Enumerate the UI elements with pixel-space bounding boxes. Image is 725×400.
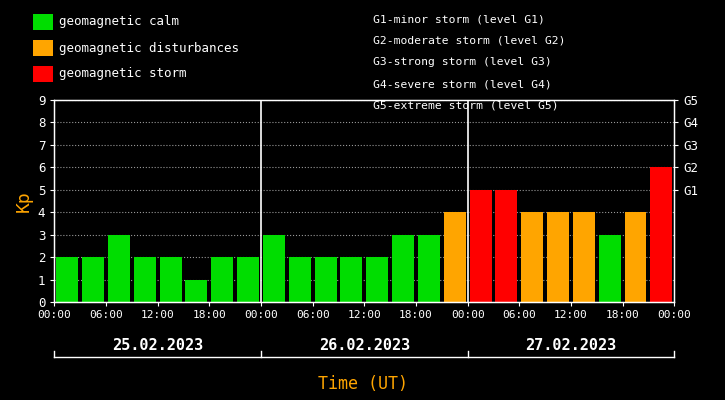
Bar [237, 257, 259, 302]
Bar [366, 257, 388, 302]
Bar [289, 257, 311, 302]
Bar [573, 212, 594, 302]
Bar [82, 257, 104, 302]
Text: G3-strong storm (level G3): G3-strong storm (level G3) [373, 58, 552, 68]
Text: Time (UT): Time (UT) [318, 375, 407, 393]
Bar [57, 257, 78, 302]
Bar [521, 212, 543, 302]
Y-axis label: Kp: Kp [14, 190, 33, 212]
Bar [418, 235, 440, 302]
Bar [392, 235, 414, 302]
Bar [547, 212, 569, 302]
Text: G1-minor storm (level G1): G1-minor storm (level G1) [373, 14, 545, 24]
Text: geomagnetic storm: geomagnetic storm [59, 68, 187, 80]
Text: 27.02.2023: 27.02.2023 [526, 338, 616, 354]
Bar [211, 257, 233, 302]
Text: 26.02.2023: 26.02.2023 [319, 338, 410, 354]
Bar [160, 257, 181, 302]
Bar [186, 280, 207, 302]
Bar [470, 190, 492, 302]
Bar [108, 235, 130, 302]
Text: G5-extreme storm (level G5): G5-extreme storm (level G5) [373, 101, 559, 111]
Bar [599, 235, 621, 302]
Bar [341, 257, 362, 302]
Text: G4-severe storm (level G4): G4-severe storm (level G4) [373, 79, 552, 89]
Text: 25.02.2023: 25.02.2023 [112, 338, 203, 354]
Text: geomagnetic disturbances: geomagnetic disturbances [59, 42, 239, 54]
Bar [315, 257, 336, 302]
Bar [624, 212, 647, 302]
Bar [444, 212, 465, 302]
Bar [495, 190, 518, 302]
Bar [263, 235, 285, 302]
Text: G2-moderate storm (level G2): G2-moderate storm (level G2) [373, 36, 566, 46]
Bar [650, 167, 672, 302]
Text: geomagnetic calm: geomagnetic calm [59, 16, 180, 28]
Bar [134, 257, 156, 302]
